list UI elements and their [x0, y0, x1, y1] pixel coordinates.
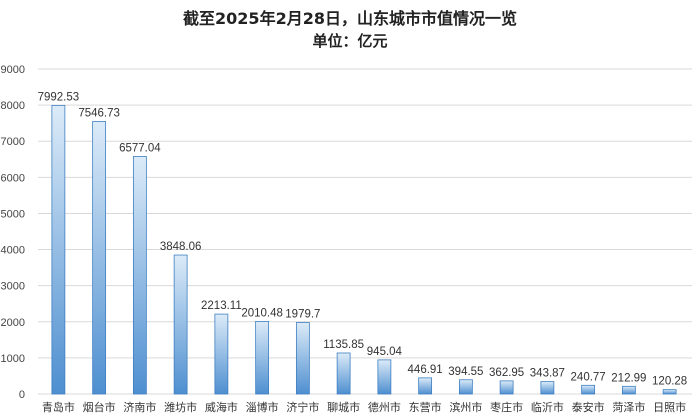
y-tick-label: 3000	[1, 281, 25, 293]
bar	[336, 352, 351, 395]
x-tick-label: 临沂市	[531, 400, 564, 414]
bar	[499, 380, 514, 395]
x-tick-label: 聊城市	[327, 400, 360, 414]
data-label: 446.91	[408, 364, 443, 376]
gridlines	[38, 68, 692, 395]
bar	[92, 121, 107, 395]
x-tick-label: 威海市	[205, 400, 238, 414]
x-tick-label: 济宁市	[286, 400, 319, 414]
y-tick-label: 9000	[1, 64, 25, 76]
bar	[581, 384, 596, 395]
data-label: 945.04	[367, 346, 403, 358]
x-tick-label: 东营市	[409, 400, 442, 414]
y-tick-label: 0	[19, 389, 25, 401]
y-axis: 0 1000 2000 3000 4000 5000 6000 7000 8000 9000	[1, 64, 25, 401]
x-tick-label: 泰安市	[572, 400, 605, 414]
bar	[295, 322, 310, 395]
chart-subtitle: 单位：亿元	[312, 32, 388, 50]
bar	[540, 381, 555, 395]
y-tick-label: 5000	[1, 208, 25, 220]
data-label: 362.95	[489, 367, 524, 379]
bar	[51, 104, 66, 395]
bar	[377, 359, 392, 395]
x-tick-label: 日照市	[653, 400, 686, 414]
data-label: 3848.06	[160, 241, 202, 253]
data-label: 1135.85	[323, 339, 364, 351]
bar	[255, 320, 270, 395]
x-tick-label: 枣庄市	[490, 400, 523, 414]
bar	[173, 254, 188, 395]
y-tick-label: 2000	[1, 317, 25, 329]
data-label: 394.55	[448, 366, 483, 378]
chart-title: 截至2025年2月28日，山东城市市值情况一览	[183, 9, 517, 28]
data-label: 7992.53	[38, 91, 80, 103]
x-axis: 青岛市 烟台市 济南市 潍坊市 威海市 淄博市 济宁市 聊城市 德州市 东营市 滨州市 枣庄市 临沂市泰…	[42, 400, 686, 414]
data-label: 240.77	[571, 371, 606, 383]
x-tick-label: 菏泽市	[612, 400, 645, 414]
data-label: 6577.04	[119, 142, 161, 154]
bar	[621, 385, 636, 395]
x-tick-label: 烟台市	[83, 400, 116, 414]
bar	[214, 313, 229, 395]
x-tick-label: 淄博市	[246, 400, 279, 414]
y-tick-label: 4000	[1, 245, 25, 257]
data-label: 212.99	[611, 372, 646, 384]
data-label: 2010.48	[241, 307, 283, 319]
data-label: 2213.11	[201, 300, 242, 312]
bar	[132, 156, 147, 395]
y-tick-label: 6000	[1, 172, 25, 184]
y-tick-label: 8000	[1, 100, 25, 112]
y-tick-label: 7000	[1, 136, 25, 148]
bar	[418, 377, 433, 395]
data-label: 120.28	[652, 376, 687, 388]
data-label: 1979.7	[285, 309, 320, 321]
x-tick-label: 德州市	[368, 400, 401, 414]
data-labels: 7992.53 7546.73 6577.04 3848.06 2213.112010.…	[38, 91, 688, 387]
x-tick-label: 滨州市	[449, 400, 482, 414]
x-tick-label: 潍坊市	[164, 400, 197, 414]
bar	[458, 379, 473, 395]
x-tick-label: 济南市	[123, 400, 156, 414]
y-tick-label: 1000	[1, 353, 25, 365]
data-label: 7546.73	[78, 107, 120, 119]
x-tick-label: 青岛市	[42, 400, 75, 414]
bars	[51, 104, 677, 395]
data-label: 343.87	[530, 368, 565, 380]
bar	[662, 389, 677, 395]
